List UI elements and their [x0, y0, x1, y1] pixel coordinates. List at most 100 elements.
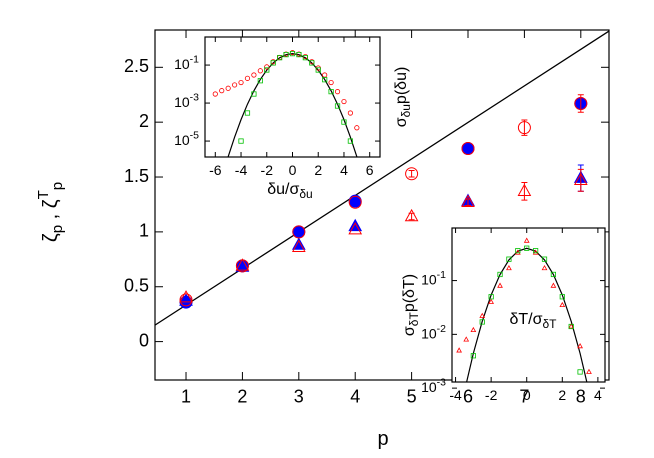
marker — [264, 67, 270, 73]
y-tick-label: 10-1 — [174, 53, 199, 72]
marker — [541, 264, 548, 271]
y-tick-label: 0 — [139, 330, 149, 350]
y-tick-label: 1 — [139, 221, 149, 241]
frame — [204, 36, 381, 158]
marker — [238, 79, 244, 86]
y-axis-label: ζp , ζTp — [35, 182, 66, 242]
label-part: p — [377, 428, 388, 450]
marker — [235, 259, 250, 272]
marker — [309, 60, 315, 66]
marker — [238, 138, 244, 144]
marker — [354, 125, 360, 131]
marker — [179, 293, 193, 307]
line — [227, 53, 358, 157]
marker — [461, 194, 475, 207]
y-tick-label: 10-5 — [174, 129, 199, 148]
marker — [244, 75, 251, 81]
marker — [296, 52, 302, 58]
y-tick-label: 2.5 — [124, 56, 149, 76]
marker — [479, 319, 485, 325]
label-part: δT/σ — [509, 311, 542, 328]
label-part: δu — [299, 187, 312, 201]
marker — [264, 64, 270, 70]
label-part: σ — [393, 117, 410, 127]
marker — [251, 91, 257, 97]
marker — [517, 121, 531, 135]
label-part: p(δu) — [393, 67, 410, 104]
marker — [550, 271, 557, 278]
plot-area — [155, 30, 609, 326]
marker — [506, 264, 512, 271]
x-tick-label: -4 — [235, 162, 248, 178]
x-tick-label: 4 — [350, 386, 360, 406]
marker — [341, 119, 347, 125]
label-part: , ζ — [40, 199, 62, 225]
marker — [328, 89, 334, 95]
marker — [334, 103, 341, 109]
x-tick-label: 6 — [366, 162, 374, 178]
marker — [404, 208, 419, 222]
marker — [334, 89, 341, 95]
marker — [235, 258, 250, 271]
marker — [283, 52, 289, 58]
marker — [257, 68, 263, 74]
marker — [541, 256, 548, 262]
frame — [451, 227, 606, 383]
marker — [315, 67, 321, 73]
x-tick-label: 1 — [181, 386, 191, 406]
marker — [559, 294, 565, 300]
x-tick-label: 6 — [463, 386, 473, 406]
error-bar — [521, 119, 528, 136]
x-tick-label: -6 — [209, 162, 222, 178]
label-part: p(δT) — [401, 274, 418, 312]
marker — [524, 245, 530, 251]
marker — [244, 110, 251, 116]
marker — [470, 353, 476, 359]
marker — [577, 343, 583, 349]
marker — [586, 368, 592, 374]
x-tick-label: -2 — [261, 162, 274, 178]
marker — [212, 91, 218, 97]
y-tick-label: 10-3 — [421, 376, 446, 395]
y-axis-label: σδTp(δT) — [401, 274, 421, 336]
marker — [292, 225, 306, 239]
y-tick-label: 2 — [139, 111, 149, 131]
marker — [479, 312, 486, 318]
marker — [348, 194, 362, 208]
marker — [488, 298, 495, 304]
y-tick-label: 0.5 — [124, 275, 149, 295]
marker — [550, 282, 557, 288]
plot-area — [212, 50, 360, 157]
x-tick-label: 2 — [558, 387, 566, 403]
label-part: δT — [407, 312, 421, 327]
x-tick-label: 2 — [314, 162, 322, 178]
marker — [533, 248, 539, 254]
marker — [515, 248, 521, 254]
marker — [322, 77, 328, 83]
label-part: σ — [401, 326, 418, 336]
label-part: δu/σ — [267, 181, 299, 198]
marker — [568, 323, 575, 329]
marker — [506, 256, 512, 262]
y-tick-label: 10-1 — [421, 269, 446, 288]
marker — [219, 88, 225, 94]
marker — [488, 294, 494, 300]
inset-background — [452, 228, 605, 382]
marker — [341, 98, 347, 105]
marker — [348, 222, 363, 235]
marker — [348, 218, 363, 232]
x-tick-label: 4 — [340, 162, 348, 178]
marker — [257, 78, 263, 84]
x-tick-label: 0 — [523, 387, 531, 403]
x-tick-label: -2 — [485, 387, 498, 403]
label-part: δT — [542, 317, 557, 331]
marker — [405, 167, 419, 181]
label-part: ζ — [40, 233, 62, 242]
marker — [532, 249, 539, 255]
marker — [523, 237, 530, 243]
marker — [573, 172, 588, 186]
marker — [568, 323, 574, 330]
x-axis-label: δu/σδu — [267, 181, 312, 201]
marker — [514, 249, 521, 255]
